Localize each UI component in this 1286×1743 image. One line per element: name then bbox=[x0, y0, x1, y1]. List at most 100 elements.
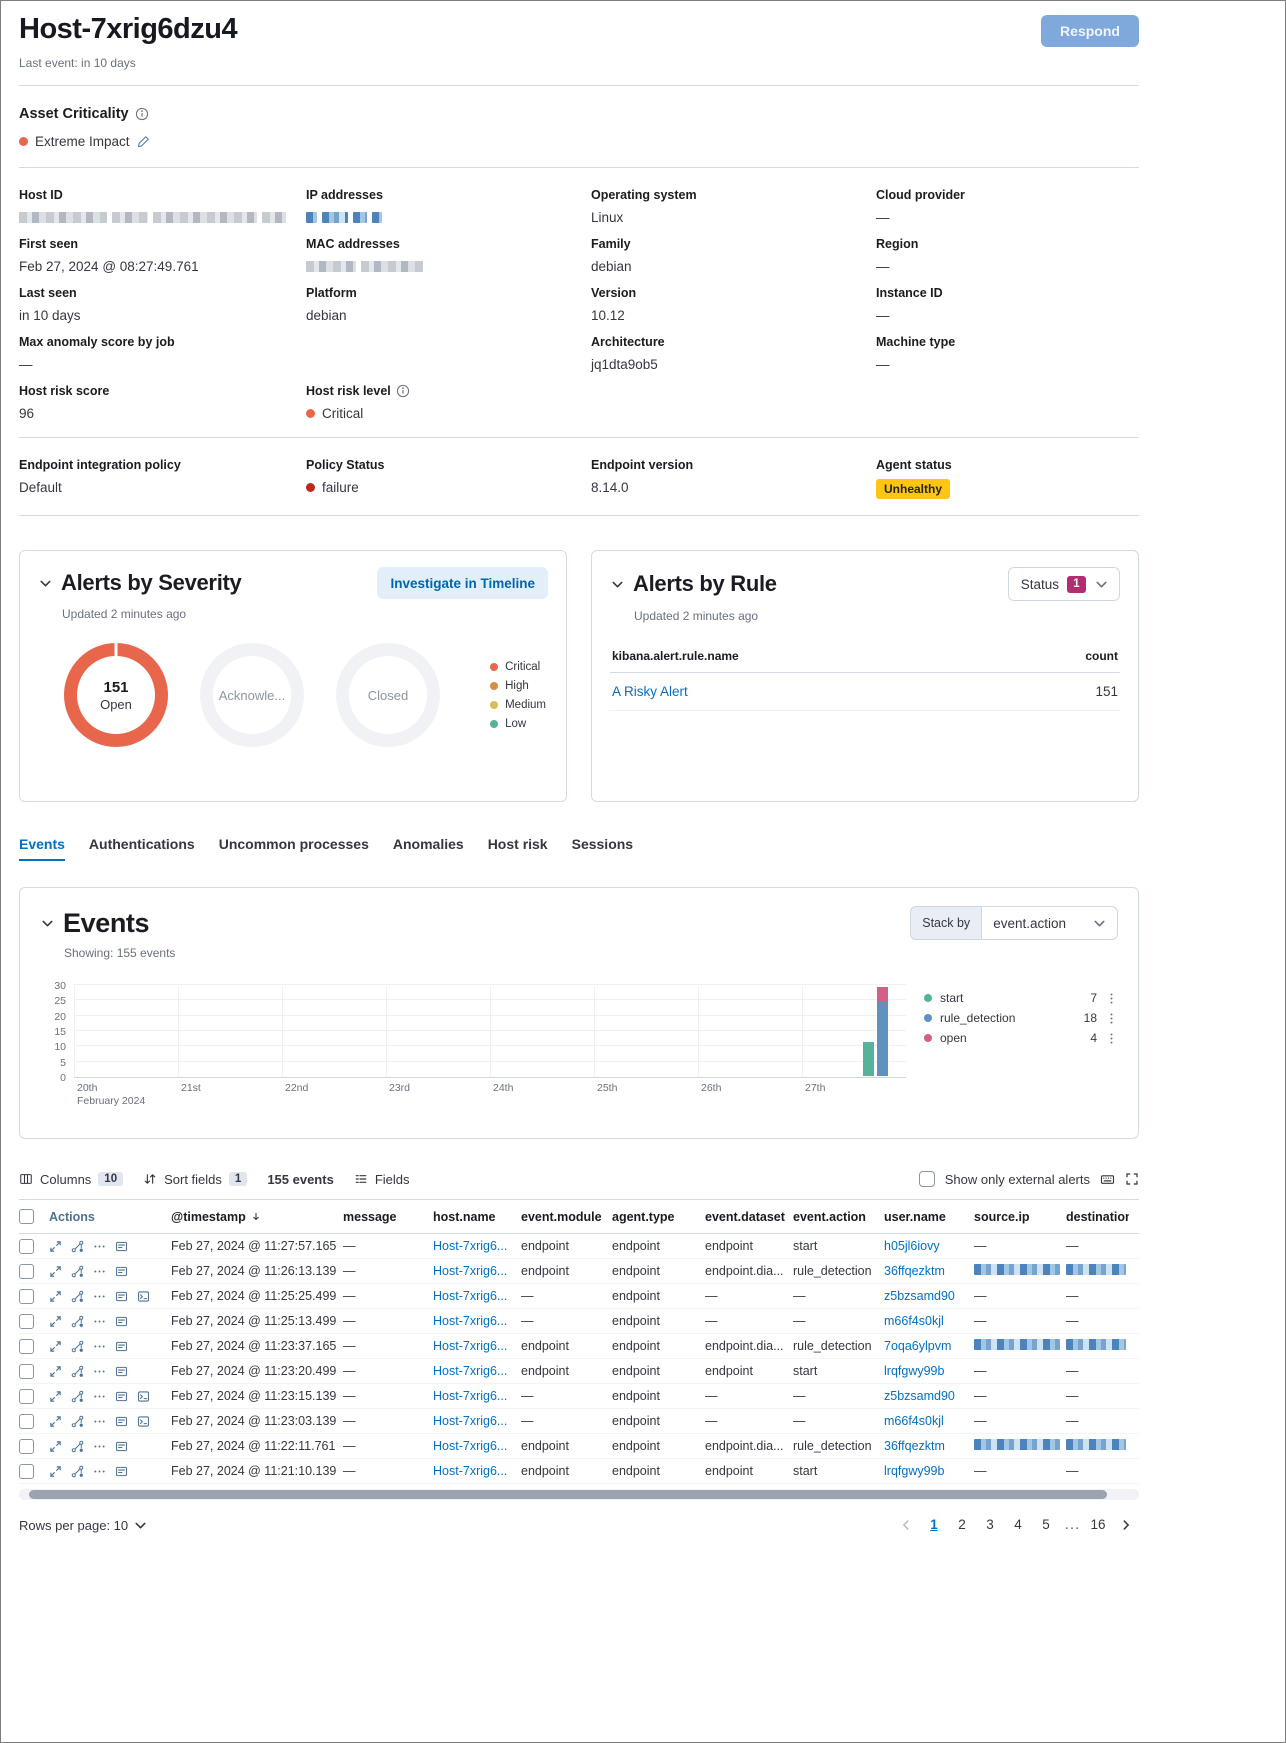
host-value[interactable]: Host-7xrig6... bbox=[433, 1364, 508, 1378]
user-value[interactable]: lrqfgwy99b bbox=[884, 1464, 945, 1478]
expand-event-icon[interactable] bbox=[49, 1365, 62, 1378]
status-filter-dropdown[interactable]: Status 1 bbox=[1007, 567, 1120, 601]
acknowledged-alerts-donut[interactable]: Acknowle... bbox=[200, 643, 304, 747]
page-4-button[interactable]: 4 bbox=[1014, 1517, 1022, 1532]
scrollbar-thumb[interactable] bbox=[29, 1490, 1107, 1499]
chevron-down-icon[interactable] bbox=[610, 577, 625, 592]
rule-name-link[interactable]: A Risky Alert bbox=[612, 684, 688, 699]
add-to-timeline-icon[interactable] bbox=[115, 1265, 128, 1278]
column-header-dataset[interactable]: event.dataset bbox=[705, 1210, 793, 1224]
info-icon[interactable] bbox=[135, 107, 149, 121]
analyze-event-icon[interactable] bbox=[71, 1365, 84, 1378]
page-5-button[interactable]: 5 bbox=[1042, 1517, 1050, 1532]
expand-event-icon[interactable] bbox=[49, 1315, 62, 1328]
vertical-dots-icon[interactable] bbox=[1105, 1032, 1118, 1045]
more-actions-icon[interactable] bbox=[93, 1440, 106, 1453]
more-actions-icon[interactable] bbox=[93, 1415, 106, 1428]
host-value[interactable]: Host-7xrig6... bbox=[433, 1439, 508, 1453]
add-to-timeline-icon[interactable] bbox=[115, 1290, 128, 1303]
fullscreen-icon[interactable] bbox=[1125, 1172, 1139, 1186]
analyze-event-icon[interactable] bbox=[71, 1465, 84, 1478]
row-checkbox[interactable] bbox=[19, 1338, 34, 1354]
more-actions-icon[interactable] bbox=[93, 1365, 106, 1378]
analyze-event-icon[interactable] bbox=[71, 1315, 84, 1328]
respond-button[interactable]: Respond bbox=[1041, 15, 1139, 47]
row-checkbox[interactable] bbox=[19, 1238, 34, 1254]
columns-button[interactable]: Columns 10 bbox=[19, 1172, 124, 1187]
row-checkbox[interactable] bbox=[19, 1363, 34, 1379]
row-checkbox[interactable] bbox=[19, 1388, 34, 1404]
expand-event-icon[interactable] bbox=[49, 1415, 62, 1428]
tab-anomalies[interactable]: Anomalies bbox=[392, 836, 464, 852]
column-header-message[interactable]: message bbox=[343, 1210, 433, 1224]
host-value[interactable]: Host-7xrig6... bbox=[433, 1339, 508, 1353]
add-to-timeline-icon[interactable] bbox=[115, 1365, 128, 1378]
user-value[interactable]: h05jl6iovy bbox=[884, 1239, 940, 1253]
page-16-button[interactable]: 16 bbox=[1090, 1517, 1106, 1532]
row-checkbox[interactable] bbox=[19, 1463, 34, 1479]
open-alerts-donut[interactable]: 151 Open bbox=[64, 643, 168, 747]
more-actions-icon[interactable] bbox=[93, 1290, 106, 1303]
column-header-timestamp[interactable]: @timestamp bbox=[171, 1210, 343, 1224]
tab-sessions[interactable]: Sessions bbox=[571, 836, 634, 852]
user-value[interactable]: m66f4s0kjl bbox=[884, 1414, 944, 1428]
closed-alerts-donut[interactable]: Closed bbox=[336, 643, 440, 747]
column-header-module[interactable]: event.module bbox=[521, 1210, 612, 1224]
chart-legend-item[interactable]: open 4 bbox=[924, 1028, 1118, 1048]
open-session-view-icon[interactable] bbox=[137, 1415, 150, 1428]
add-to-timeline-icon[interactable] bbox=[115, 1240, 128, 1253]
investigate-in-timeline-button[interactable]: Investigate in Timeline bbox=[377, 567, 548, 599]
host-value[interactable]: Host-7xrig6... bbox=[433, 1239, 508, 1253]
expand-event-icon[interactable] bbox=[49, 1440, 62, 1453]
user-value[interactable]: lrqfgwy99b bbox=[884, 1364, 945, 1378]
row-checkbox[interactable] bbox=[19, 1313, 34, 1329]
open-session-view-icon[interactable] bbox=[137, 1390, 150, 1403]
analyze-event-icon[interactable] bbox=[71, 1290, 84, 1303]
more-actions-icon[interactable] bbox=[93, 1265, 106, 1278]
expand-event-icon[interactable] bbox=[49, 1290, 62, 1303]
host-value[interactable]: Host-7xrig6... bbox=[433, 1389, 508, 1403]
row-checkbox[interactable] bbox=[19, 1413, 34, 1429]
host-value[interactable]: Host-7xrig6... bbox=[433, 1464, 508, 1478]
row-checkbox[interactable] bbox=[19, 1263, 34, 1279]
host-value[interactable]: Host-7xrig6... bbox=[433, 1314, 508, 1328]
expand-event-icon[interactable] bbox=[49, 1265, 62, 1278]
column-header-user[interactable]: user.name bbox=[884, 1210, 974, 1224]
expand-event-icon[interactable] bbox=[49, 1240, 62, 1253]
column-header-dest[interactable]: destination bbox=[1066, 1210, 1129, 1224]
chart-legend-item[interactable]: start 7 bbox=[924, 988, 1118, 1008]
user-value[interactable]: m66f4s0kjl bbox=[884, 1314, 944, 1328]
tab-uncommon-processes[interactable]: Uncommon processes bbox=[218, 836, 369, 852]
previous-page-button[interactable] bbox=[893, 1512, 919, 1538]
tab-events[interactable]: Events bbox=[19, 836, 65, 861]
expand-event-icon[interactable] bbox=[49, 1465, 62, 1478]
chevron-down-icon[interactable] bbox=[38, 576, 53, 591]
vertical-dots-icon[interactable] bbox=[1105, 1012, 1118, 1025]
keyboard-shortcuts-icon[interactable] bbox=[1100, 1172, 1115, 1187]
add-to-timeline-icon[interactable] bbox=[115, 1390, 128, 1403]
more-actions-icon[interactable] bbox=[93, 1340, 106, 1353]
vertical-dots-icon[interactable] bbox=[1105, 992, 1118, 1005]
analyze-event-icon[interactable] bbox=[71, 1440, 84, 1453]
page-2-button[interactable]: 2 bbox=[958, 1517, 966, 1532]
column-header-agent[interactable]: agent.type bbox=[612, 1210, 705, 1224]
add-to-timeline-icon[interactable] bbox=[115, 1440, 128, 1453]
row-checkbox[interactable] bbox=[19, 1438, 34, 1454]
host-value[interactable]: Host-7xrig6... bbox=[433, 1289, 508, 1303]
expand-event-icon[interactable] bbox=[49, 1340, 62, 1353]
next-page-button[interactable] bbox=[1113, 1512, 1139, 1538]
add-to-timeline-icon[interactable] bbox=[115, 1465, 128, 1478]
analyze-event-icon[interactable] bbox=[71, 1265, 84, 1278]
expand-event-icon[interactable] bbox=[49, 1390, 62, 1403]
user-value[interactable]: 7oqa6ylpvm bbox=[884, 1339, 952, 1353]
user-value[interactable]: 36ffqezktm bbox=[884, 1439, 945, 1453]
page-3-button[interactable]: 3 bbox=[986, 1517, 994, 1532]
external-alerts-checkbox[interactable] bbox=[918, 1171, 935, 1187]
page-1-button[interactable]: 1 bbox=[930, 1517, 938, 1532]
host-value[interactable]: Host-7xrig6... bbox=[433, 1414, 508, 1428]
info-icon[interactable] bbox=[396, 384, 410, 398]
host-value[interactable]: Host-7xrig6... bbox=[433, 1264, 508, 1278]
more-actions-icon[interactable] bbox=[93, 1315, 106, 1328]
column-header-source[interactable]: source.ip bbox=[974, 1210, 1066, 1224]
analyze-event-icon[interactable] bbox=[71, 1340, 84, 1353]
